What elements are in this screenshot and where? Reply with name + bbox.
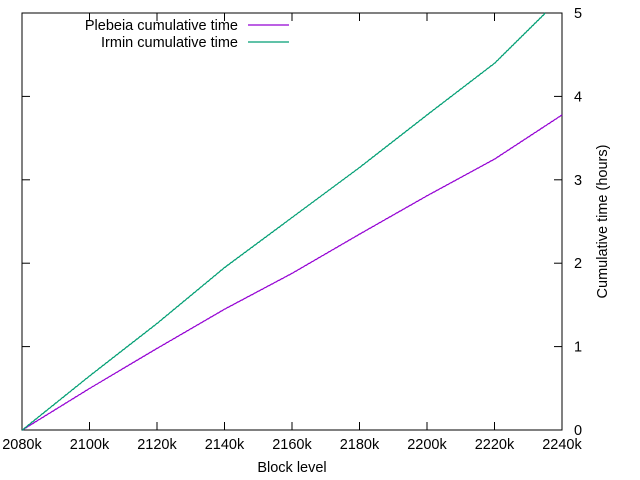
x-tick-label: 2240k bbox=[542, 437, 582, 453]
y-tick-label: 0 bbox=[574, 423, 582, 439]
legend-label: Irmin cumulative time bbox=[101, 35, 238, 51]
x-tick-label: 2160k bbox=[272, 437, 312, 453]
x-axis-ticks: 2080k 2100k 2120k 2140k 2160k 2180k 2200k 2220k… bbox=[2, 13, 582, 453]
x-tick-label: 2180k bbox=[340, 437, 380, 453]
x-tick-label: 2200k bbox=[407, 437, 447, 453]
x-tick-label: 2100k bbox=[70, 437, 110, 453]
y-axis-label: Cumulative time (hours) bbox=[595, 145, 611, 299]
series-line-irmin bbox=[22, 12, 546, 431]
y-tick-label: 2 bbox=[574, 256, 582, 272]
x-tick-label: 2220k bbox=[475, 437, 515, 453]
x-axis-label: Block level bbox=[257, 460, 326, 476]
y-tick-label: 3 bbox=[574, 173, 582, 189]
y-axis-ticks: 0 1 2 3 4 5 bbox=[22, 6, 582, 439]
series-line-plebeia bbox=[22, 114, 563, 431]
y-tick-label: 4 bbox=[574, 89, 582, 105]
legend-label: Plebeia cumulative time bbox=[85, 18, 238, 34]
y-tick-label: 1 bbox=[574, 340, 582, 356]
y-tick-label: 5 bbox=[574, 6, 582, 22]
x-tick-label: 2120k bbox=[137, 437, 177, 453]
series-lines bbox=[22, 12, 563, 431]
x-tick-label: 2140k bbox=[205, 437, 245, 453]
x-tick-label: 2080k bbox=[2, 437, 42, 453]
plot-area-frame bbox=[21, 12, 563, 431]
